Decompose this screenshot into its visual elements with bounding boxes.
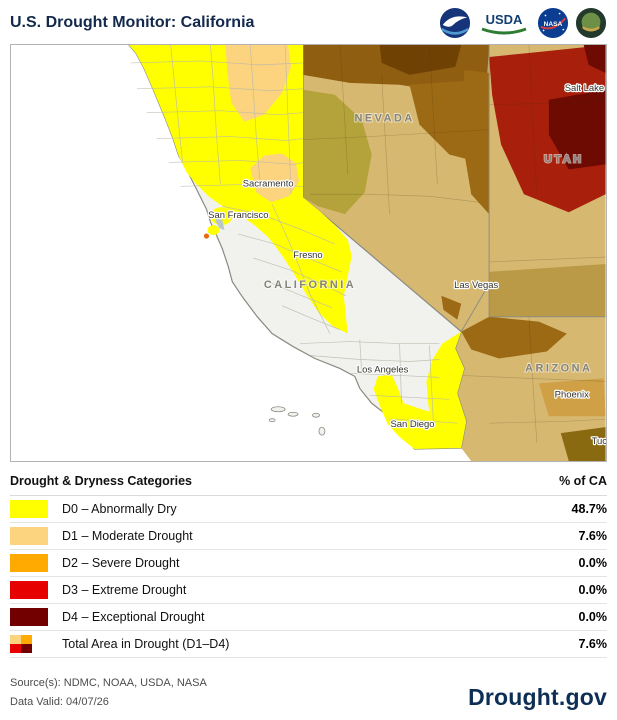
legend-row-d3: D3 – Extreme Drought 0.0% — [10, 577, 607, 604]
header: U.S. Drought Monitor: California USDA NA… — [0, 0, 617, 42]
salt-lake-label: Salt Lake — [565, 83, 604, 94]
legend-value-header: % of CA — [559, 474, 607, 488]
legend-row-total: Total Area in Drought (D1–D4) 7.6% — [10, 631, 607, 658]
d0-swatch — [10, 500, 48, 518]
drought-gov-link[interactable]: Drought.gov — [468, 684, 607, 711]
legend: Drought & Dryness Categories % of CA D0 … — [10, 465, 607, 658]
drought-map-svg: NEVADA UTAH CALIFORNIA ARIZONA Salt Lake… — [11, 45, 606, 461]
d2-swatch — [10, 554, 48, 572]
d1-label: D1 – Moderate Drought — [62, 529, 193, 543]
d1-value: 7.6% — [578, 529, 608, 543]
total-drought-value: 7.6% — [578, 637, 608, 651]
total-drought-label: Total Area in Drought (D1–D4) — [62, 637, 230, 651]
sf-bay — [215, 216, 225, 231]
usda-logo-text: USDA — [486, 12, 523, 27]
map-labels: NEVADA UTAH CALIFORNIA ARIZONA Salt Lake… — [207, 82, 606, 449]
d3-swatch — [10, 581, 48, 599]
page-title: U.S. Drought Monitor: California — [10, 14, 255, 31]
d4-value: 0.0% — [578, 610, 608, 624]
d4-label: D4 – Exceptional Drought — [62, 610, 205, 624]
tucson-label: Tuc — [592, 436, 606, 447]
d0-label: D0 – Abnormally Dry — [62, 502, 177, 516]
legend-header: Drought & Dryness Categories % of CA — [10, 465, 607, 496]
ndmc-logo — [575, 7, 607, 39]
utah-label: UTAH — [544, 153, 584, 165]
san-francisco-label: San Francisco — [208, 210, 268, 221]
total-drought-swatch — [10, 635, 32, 653]
nasa-logo-text: NASA — [544, 21, 563, 28]
d4-swatch — [10, 608, 48, 626]
neighbor-states-region — [303, 45, 606, 461]
footer: Source(s): NDMC, NOAA, USDA, NASA Data V… — [10, 674, 607, 711]
d2-coastal-spot — [203, 233, 210, 239]
legend-row-d1: D1 – Moderate Drought 7.6% — [10, 523, 607, 550]
d1-sacramento-area — [250, 153, 300, 203]
california-drought-areas — [128, 45, 467, 450]
d1-swatch — [10, 527, 48, 545]
d2-label: D2 – Severe Drought — [62, 556, 180, 570]
d0-sandiego-area — [373, 374, 462, 450]
arizona-label: ARIZONA — [525, 362, 592, 374]
legend-row-d0: D0 – Abnormally Dry 48.7% — [10, 496, 607, 523]
noaa-logo — [439, 7, 471, 39]
sacramento-label: Sacramento — [243, 178, 294, 189]
san-diego-label: San Diego — [390, 419, 434, 430]
legend-row-d2: D2 – Severe Drought 0.0% — [10, 550, 607, 577]
d0-north-area — [128, 45, 352, 334]
usda-logo: USDA — [477, 8, 531, 38]
california-label: CALIFORNIA — [264, 279, 356, 291]
california-county-lines — [130, 45, 458, 424]
nasa-logo: NASA — [537, 7, 569, 39]
d0-bay-patch-small — [207, 225, 220, 236]
channel-islands — [268, 406, 326, 436]
source-line: Source(s): NDMC, NOAA, USDA, NASA — [10, 677, 207, 689]
source-info: Source(s): NDMC, NOAA, USDA, NASA Data V… — [10, 674, 207, 711]
neighbor-county-lines — [303, 45, 606, 444]
agency-logos: USDA NASA — [439, 7, 607, 39]
data-valid-line: Data Valid: 04/07/26 — [10, 695, 109, 708]
nevada-label: NEVADA — [354, 113, 414, 125]
phoenix-label: Phoenix — [555, 389, 589, 400]
las-vegas-label: Las Vegas — [454, 280, 498, 291]
d2-value: 0.0% — [578, 556, 608, 570]
legend-title: Drought & Dryness Categories — [10, 474, 192, 488]
los-angeles-label: Los Angeles — [357, 364, 409, 375]
d0-value: 48.7% — [571, 502, 607, 516]
d3-value: 0.0% — [578, 583, 608, 597]
state-borders — [460, 45, 606, 332]
fresno-label: Fresno — [293, 250, 322, 261]
legend-row-d4: D4 – Exceptional Drought 0.0% — [10, 604, 607, 631]
d3-label: D3 – Extreme Drought — [62, 583, 187, 597]
drought-map: NEVADA UTAH CALIFORNIA ARIZONA Salt Lake… — [10, 44, 607, 462]
